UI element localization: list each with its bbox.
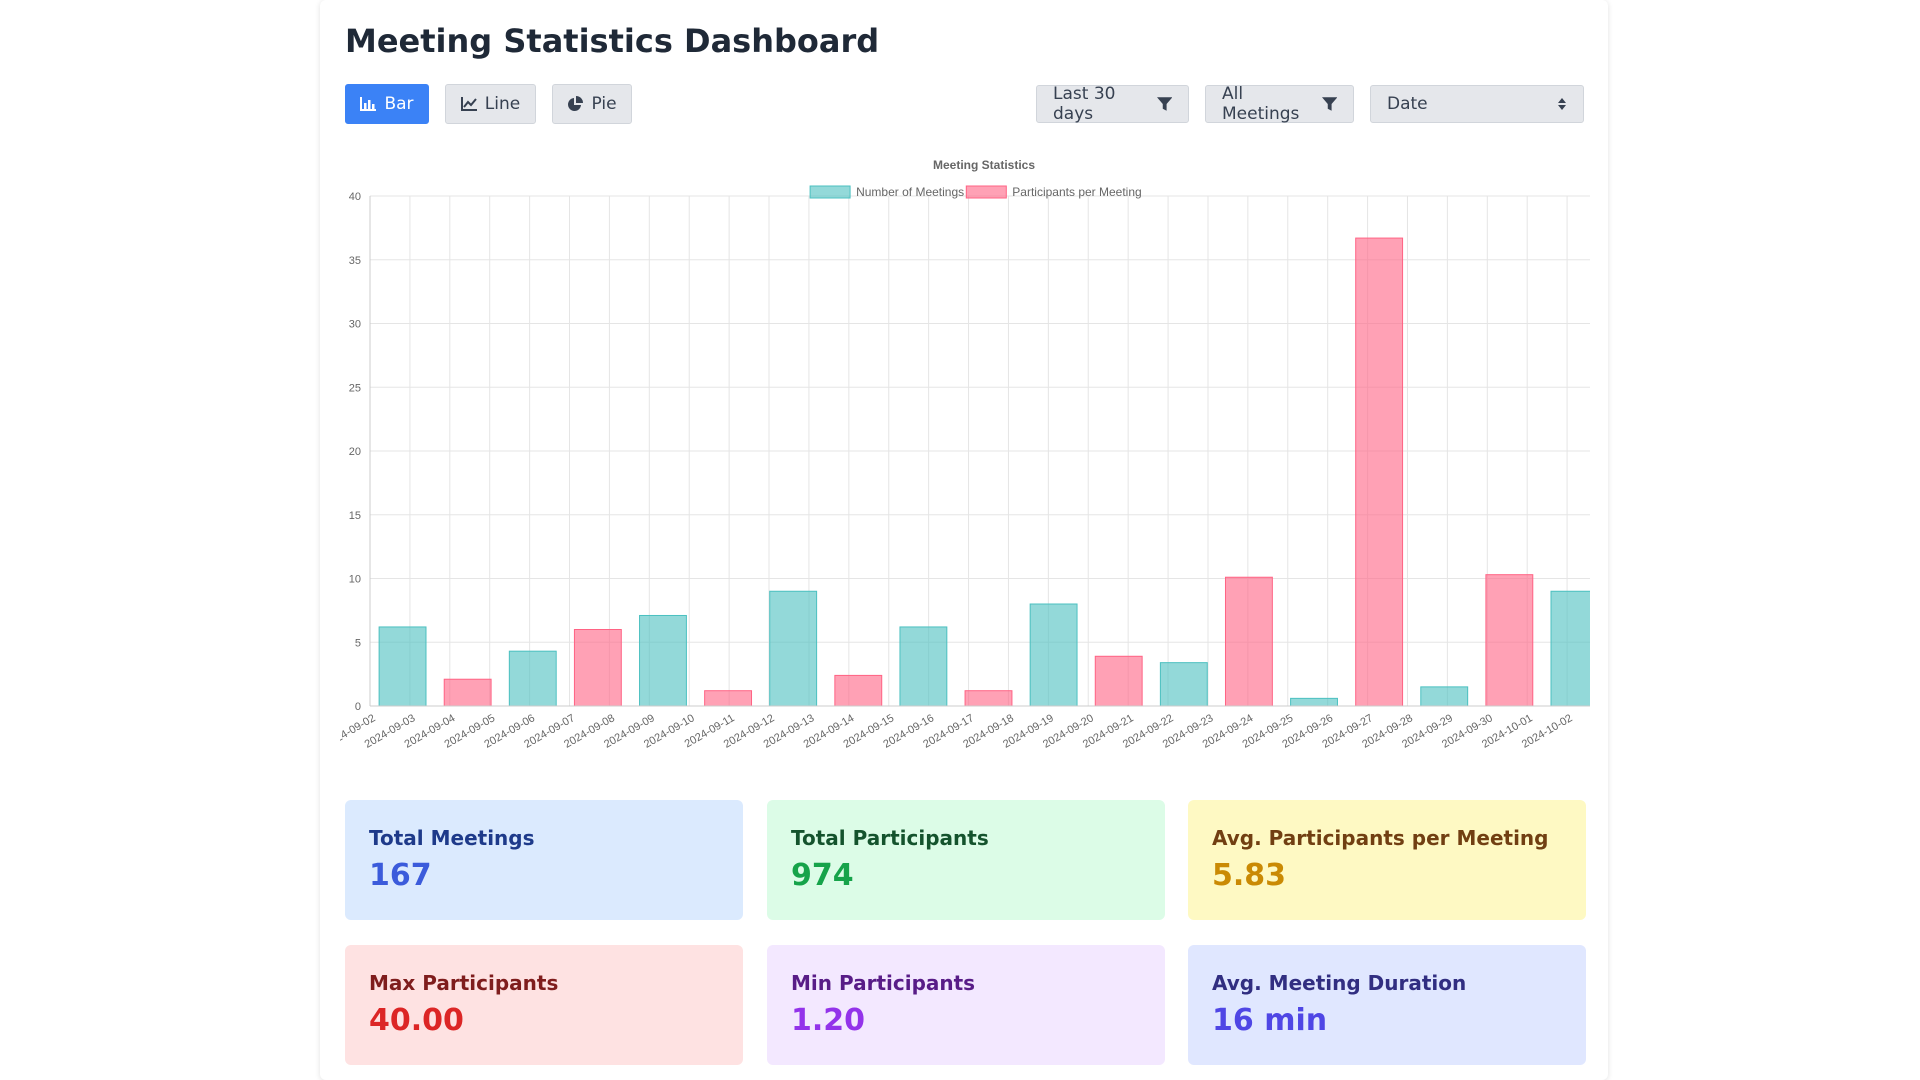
stat-card-max-participants: Max Participants 40.00 — [345, 945, 743, 1065]
y-tick-label: 20 — [349, 446, 361, 458]
stat-label: Max Participants — [369, 971, 559, 995]
bar-chart-icon — [360, 97, 377, 111]
stat-value: 974 — [791, 858, 854, 893]
y-tick-label: 25 — [349, 382, 361, 394]
legend-swatch — [809, 185, 851, 199]
stat-label: Total Meetings — [369, 826, 535, 850]
y-tick-label: 35 — [349, 255, 361, 267]
stat-value: 5.83 — [1212, 858, 1287, 893]
meetings-bar[interactable] — [1550, 590, 1590, 707]
meetings-bar[interactable] — [1290, 697, 1338, 707]
stat-card-total-meetings: Total Meetings 167 — [345, 800, 743, 920]
stat-label: Total Participants — [791, 826, 989, 850]
stat-card-avg-meeting-duration: Avg. Meeting Duration 16 min — [1188, 945, 1586, 1065]
stat-label: Min Participants — [791, 971, 976, 995]
sort-arrows-icon — [1558, 98, 1566, 110]
participants-bar[interactable] — [964, 690, 1013, 707]
filter-icon — [1321, 97, 1337, 111]
participants-bar[interactable] — [443, 678, 492, 707]
date-range-filter-value: Last 30 days — [1053, 84, 1116, 124]
y-tick-label: 30 — [349, 319, 361, 331]
meeting-type-filter[interactable]: All Meetings — [1205, 84, 1354, 124]
page-title: Meeting Statistics Dashboard — [345, 22, 880, 60]
legend-swatch — [965, 185, 1007, 199]
sort-select[interactable]: Date — [1370, 85, 1584, 123]
legend-label[interactable]: Participants per Meeting — [1012, 185, 1141, 199]
stat-label: Avg. Meeting Duration — [1212, 971, 1467, 995]
bar-chart-button-label: Bar — [384, 94, 414, 114]
sort-select-value: Date — [1387, 94, 1428, 114]
line-chart-icon — [460, 97, 477, 111]
date-range-filter[interactable]: Last 30 days — [1036, 84, 1189, 124]
bar-chart-button[interactable]: Bar — [345, 84, 429, 124]
pie-chart-icon — [568, 96, 584, 111]
line-chart-button[interactable]: Line — [445, 84, 536, 124]
pie-chart-button-label: Pie — [591, 94, 617, 114]
meetings-bar[interactable] — [1159, 662, 1208, 707]
stat-value: 16 min — [1212, 1003, 1328, 1038]
line-chart-button-label: Line — [484, 94, 521, 114]
participants-bar[interactable] — [573, 629, 622, 707]
stat-value: 1.20 — [791, 1003, 866, 1038]
participants-bar[interactable] — [1224, 576, 1273, 707]
chart-bars — [378, 237, 1590, 707]
participants-bar[interactable] — [1094, 655, 1143, 707]
y-tick-label: 0 — [355, 701, 361, 713]
meetings-bar[interactable] — [1420, 686, 1469, 707]
participants-bar[interactable] — [704, 690, 753, 707]
pie-chart-button[interactable]: Pie — [552, 84, 632, 124]
dashboard-card: Meeting Statistics Dashboard Bar Line Pi… — [320, 0, 1608, 1080]
chart-grid — [369, 195, 1590, 707]
legend-label[interactable]: Number of Meetings — [856, 185, 964, 199]
meeting-statistics-chart: 05101520253035402024-09-022024-09-032024… — [340, 158, 1590, 751]
stat-card-total-participants: Total Participants 974 — [767, 800, 1165, 920]
meeting-type-filter-value: All Meetings — [1222, 84, 1300, 124]
chart-title: Meeting Statistics — [933, 158, 1035, 172]
stat-card-avg-participants-per-meeting: Avg. Participants per Meeting 5.83 — [1188, 800, 1586, 920]
participants-bar[interactable] — [1355, 237, 1404, 707]
stat-value: 40.00 — [369, 1003, 464, 1038]
stat-card-min-participants: Min Participants 1.20 — [767, 945, 1165, 1065]
meetings-bar[interactable] — [769, 590, 818, 707]
meetings-bar[interactable] — [508, 650, 557, 707]
chart-legend: Number of Meetings Participants per Meeti… — [809, 185, 1142, 199]
meetings-bar[interactable] — [1029, 603, 1078, 707]
meetings-bar[interactable] — [639, 614, 687, 707]
meetings-bar[interactable] — [899, 626, 948, 707]
stat-label: Avg. Participants per Meeting — [1212, 826, 1549, 850]
meetings-bar[interactable] — [378, 626, 427, 707]
y-tick-label: 15 — [349, 510, 361, 522]
participants-bar[interactable] — [1485, 574, 1534, 707]
stat-value: 167 — [369, 858, 432, 893]
participants-bar[interactable] — [834, 674, 883, 707]
filter-icon — [1156, 97, 1172, 111]
y-tick-label: 40 — [349, 191, 361, 203]
y-tick-label: 10 — [349, 574, 361, 586]
y-tick-label: 5 — [355, 637, 361, 649]
